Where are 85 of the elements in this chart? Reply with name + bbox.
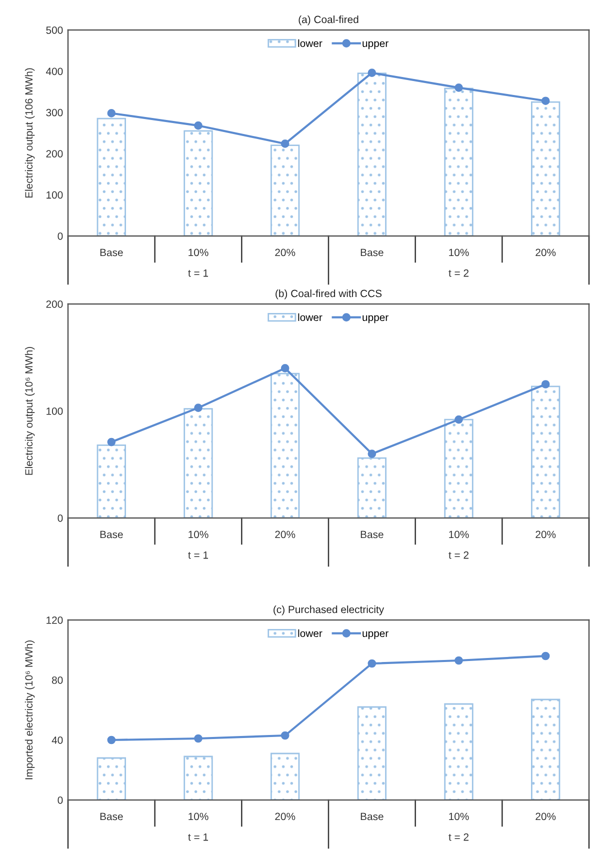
point [541,96,550,106]
legend-label: upper [362,315,388,324]
text: t = 1 [188,834,208,841]
y-tick-label: 300 [46,108,63,116]
x-tick-label: 20% [536,530,556,538]
x-tick-label: 20% [275,812,296,820]
chart-title: (a) Coal-fired [298,16,358,26]
x-tick-label: Base [100,530,123,538]
point [541,380,550,388]
point [194,121,202,130]
point [454,415,463,424]
bar [357,706,387,800]
point [107,109,116,118]
legend-label: lower [298,39,322,48]
point [368,68,376,78]
x-tick-label: 10% [188,530,208,538]
y-tick-label: 200 [46,300,63,308]
x-tick-label: 10% [188,812,208,820]
point [368,659,376,668]
bar [444,703,474,800]
point [368,450,376,458]
x-tick-label: 10% [449,248,469,256]
x-tick-label: 20% [275,530,296,538]
x-tick-label: 10% [449,812,469,820]
y-tick-label: 400 [46,68,63,76]
bar [530,698,560,800]
legend-label: lower [298,629,322,638]
x-tick-label: Base [100,248,123,256]
point [280,364,290,372]
bar [184,756,213,800]
bar [270,372,300,518]
y-tick-label: 200 [46,150,63,158]
x-tick-label: 10% [188,248,208,256]
bar [270,144,300,236]
legend-label: upper [362,631,388,640]
text: t = 1 [188,270,208,277]
x-tick-label: 20% [536,248,556,256]
y-tick-label: 500 [46,26,63,34]
x-tick-label: 10% [449,530,469,538]
point [280,140,290,148]
bar [270,752,300,800]
y-tick-label: 0 [58,514,63,522]
bar [357,457,387,518]
bar [96,757,126,800]
y-tick-label: 0 [58,232,63,240]
y-tick-label: 120 [46,616,63,624]
point [280,731,290,740]
legend-label: lower [298,313,322,322]
y-axis-title: Electricity output (10⁶ MWh) [24,346,35,475]
bar [96,118,126,236]
x-tick-label: 20% [275,248,296,256]
chart-title: (c) Purchased electricity [274,606,384,616]
x-tick-label: Base [360,248,384,256]
bar [96,444,126,518]
point [107,736,116,744]
y-tick-label: 0 [58,796,63,804]
y-tick-label: 100 [46,408,63,415]
bar [530,386,560,518]
legend-label: upper [362,41,388,50]
x-tick-label: Base [100,812,123,820]
text: t = 2 [448,551,469,559]
point [107,438,116,446]
point [454,84,463,92]
y-axis-title: Electricity output (106 MWh) [24,68,35,198]
bar [444,418,474,518]
y-axis-title: Imported electricity (10⁶ MWh) [24,640,35,780]
y-tick-label: 80 [52,676,63,684]
y-tick-label: 40 [52,736,63,744]
point [194,404,202,412]
bar [444,88,474,236]
text: t = 2 [448,833,469,841]
chart-title: (b) Coal-fired with CCS [276,290,382,300]
text: t = 2 [448,269,469,277]
x-tick-label: 20% [536,812,556,820]
point [194,734,202,743]
text: t = 1 [188,552,208,559]
y-tick-label: 100 [46,191,63,199]
bar [184,130,213,236]
point [454,656,463,665]
bar [357,72,387,236]
x-tick-label: Base [360,530,384,538]
point [541,652,550,660]
bar [184,408,213,518]
bar [530,101,560,236]
x-tick-label: Base [360,812,384,820]
